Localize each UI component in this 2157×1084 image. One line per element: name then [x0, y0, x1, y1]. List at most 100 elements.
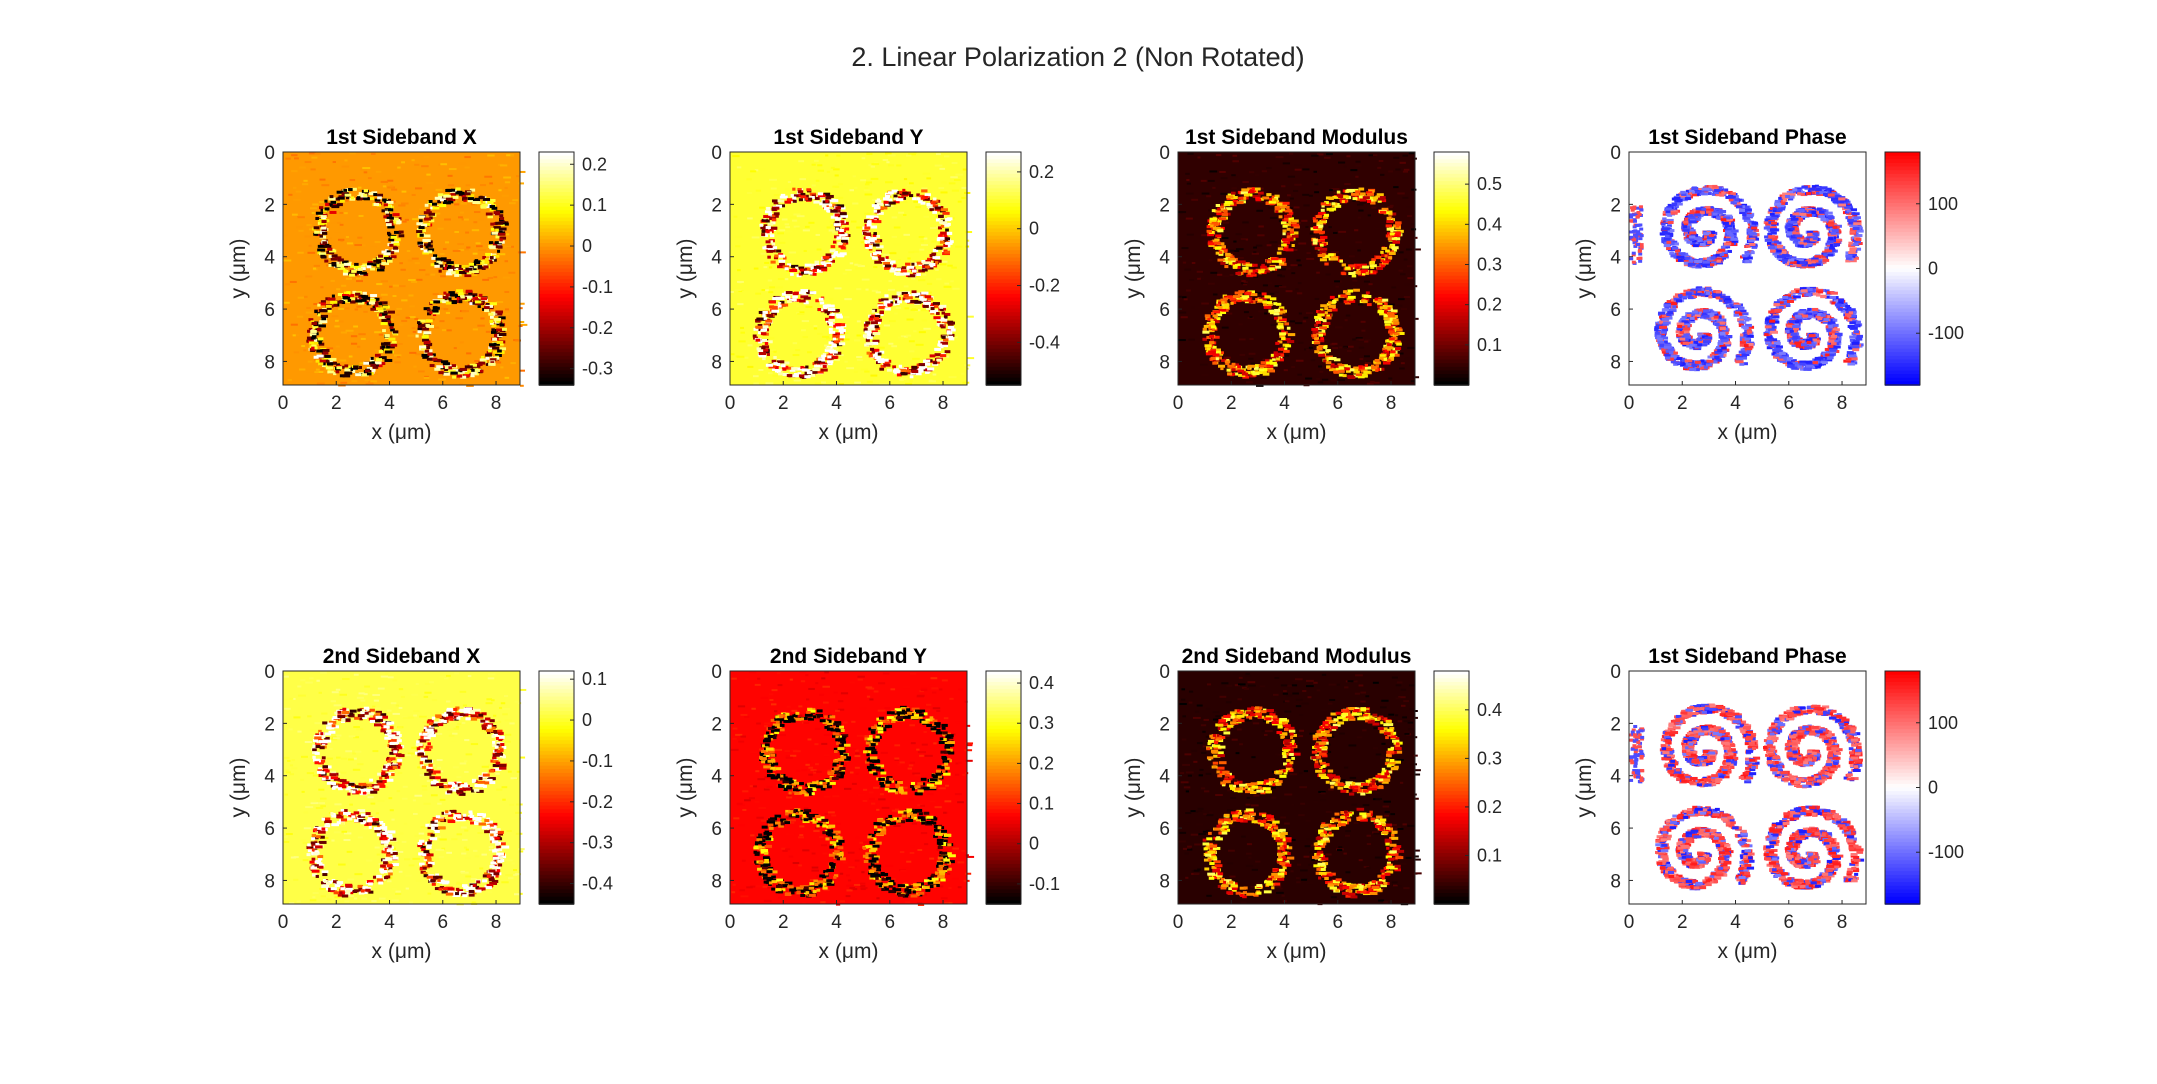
colorbar-tick-label: 0.2: [1029, 162, 1054, 182]
colorbar: 0.1 0.2 0.3 0.4: [1433, 670, 1502, 905]
y-tick-label: 0: [1159, 662, 1170, 683]
heatmap-image: [283, 671, 527, 906]
y-tick-label: 2: [1610, 714, 1621, 735]
y-tick-label: 0: [1159, 143, 1170, 164]
axes-box: [1177, 151, 1416, 386]
subplot-title: 2nd Sideband X: [323, 645, 481, 668]
x-tick-label: 8: [1386, 912, 1397, 933]
heatmap-image: [730, 671, 975, 906]
colorbar-tick-label: -0.2: [1029, 276, 1060, 296]
colorbar-tick-label: -100: [1928, 323, 1964, 343]
colorbar: 0.1 0.2 0.3 0.4 0.5: [1433, 151, 1502, 386]
x-tick-label: 8: [1837, 393, 1848, 414]
colorbar: -0.1 0 0.1 0.2 0.3 0.4: [985, 670, 1060, 905]
axes-box: [1628, 151, 1867, 386]
colorbar-tick-label: 0.2: [1477, 295, 1502, 315]
y-axis-label: y (μm): [1573, 239, 1596, 299]
y-tick-label: 4: [264, 767, 275, 788]
colorbar-tick-label: 0.4: [1477, 700, 1502, 720]
y-axis-label: y (μm): [227, 758, 250, 818]
x-axis-label: x (μm): [372, 421, 432, 444]
colorbar: -0.4 -0.3 -0.2 -0.1 0 0.1: [538, 669, 613, 905]
y-tick-label: 6: [1159, 300, 1170, 321]
colorbar-tick-label: 0.1: [1477, 845, 1502, 865]
axes-box: [729, 151, 968, 386]
y-tick-label: 2: [1159, 714, 1170, 735]
colorbar-tick-label: 0: [1928, 778, 1938, 798]
y-tick-label: 0: [1610, 143, 1621, 164]
x-tick-label: 4: [831, 912, 842, 933]
y-tick-label: 0: [1610, 662, 1621, 683]
y-tick-label: 8: [711, 871, 722, 892]
x-tick-label: 0: [1624, 393, 1635, 414]
colorbar-box: [538, 151, 575, 386]
x-tick-label: 4: [1279, 393, 1290, 414]
subplot-title: 1st Sideband Phase: [1648, 645, 1846, 668]
subplot-title: 2nd Sideband Y: [770, 645, 927, 668]
x-axis-label: x (μm): [1267, 940, 1327, 963]
colorbar-box: [1433, 151, 1470, 386]
y-tick-label: 8: [711, 352, 722, 373]
x-tick-label: 8: [938, 393, 949, 414]
colorbar: -0.3 -0.2 -0.1 0 0.1 0.2: [538, 151, 613, 386]
x-tick-label: 0: [1173, 912, 1184, 933]
figure-title: 2. Linear Polarization 2 (Non Rotated): [851, 42, 1304, 72]
x-axis-label: x (μm): [372, 940, 432, 963]
colorbar-box: [538, 670, 575, 905]
x-tick-label: 6: [1783, 912, 1794, 933]
y-tick-label: 0: [711, 143, 722, 164]
colorbar-tick-label: 0.3: [1029, 713, 1054, 733]
colorbar-tick-label: 0.4: [1477, 214, 1502, 234]
x-tick-label: 8: [491, 912, 502, 933]
y-tick-label: 2: [711, 714, 722, 735]
x-tick-label: 2: [1226, 912, 1237, 933]
colorbar-tick-label: -0.4: [582, 874, 613, 894]
colorbar-tick-label: 0: [1029, 834, 1039, 854]
colorbar-tick-label: -0.1: [1029, 874, 1060, 894]
x-tick-label: 0: [278, 393, 289, 414]
colorbar-tick-label: 0.1: [1477, 335, 1502, 355]
colorbar: -100 0 100: [1884, 670, 1964, 905]
x-tick-label: 6: [884, 393, 895, 414]
y-tick-label: 6: [711, 819, 722, 840]
y-axis-label: y (μm): [1122, 758, 1145, 818]
x-tick-label: 0: [1624, 912, 1635, 933]
y-tick-label: 8: [1159, 871, 1170, 892]
x-tick-label: 6: [884, 912, 895, 933]
heatmap-image: [730, 152, 975, 386]
x-tick-label: 4: [384, 912, 395, 933]
colorbar-tick-label: -0.3: [582, 359, 613, 379]
subplot-title: 1st Sideband Modulus: [1185, 126, 1408, 149]
y-tick-label: 6: [264, 300, 275, 321]
colorbar-box: [985, 151, 1022, 386]
y-tick-label: 8: [1610, 871, 1621, 892]
axes-box: [729, 670, 968, 905]
colorbar-tick-label: -0.2: [582, 792, 613, 812]
x-axis-label: x (μm): [1267, 421, 1327, 444]
y-tick-label: 2: [1610, 195, 1621, 216]
colorbar-tick-label: -0.4: [1029, 332, 1060, 352]
x-axis-label: x (μm): [819, 940, 879, 963]
x-tick-label: 0: [278, 912, 289, 933]
y-axis-label: y (μm): [227, 239, 250, 299]
colorbar-tick-label: -0.1: [582, 751, 613, 771]
y-tick-label: 2: [1159, 195, 1170, 216]
x-tick-label: 4: [1730, 393, 1741, 414]
x-tick-label: 6: [437, 912, 448, 933]
x-tick-label: 8: [1386, 393, 1397, 414]
y-tick-label: 0: [264, 662, 275, 683]
colorbar-tick-label: 0.2: [582, 154, 607, 174]
colorbar-tick-label: 0.1: [582, 669, 607, 689]
y-tick-label: 0: [711, 662, 722, 683]
axes-box: [1628, 670, 1867, 905]
colorbar-tick-label: 0.5: [1477, 174, 1502, 194]
x-axis-label: x (μm): [1718, 940, 1778, 963]
y-tick-label: 4: [264, 248, 275, 269]
y-tick-label: 6: [711, 300, 722, 321]
y-tick-label: 8: [264, 871, 275, 892]
x-tick-label: 8: [491, 393, 502, 414]
